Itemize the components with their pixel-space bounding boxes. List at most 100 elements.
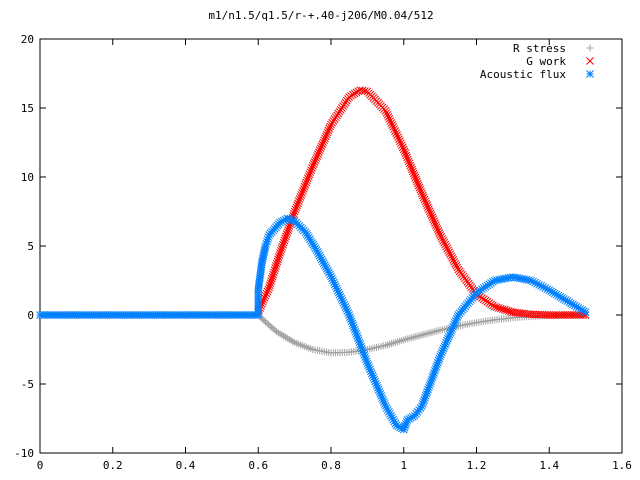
data-point xyxy=(269,270,278,279)
data-point xyxy=(301,180,310,189)
data-point xyxy=(283,228,292,237)
data-point xyxy=(281,234,290,243)
data-point xyxy=(405,159,414,168)
data-point xyxy=(274,253,283,262)
data-point xyxy=(294,197,303,206)
data-point xyxy=(284,224,293,232)
data-point xyxy=(260,293,269,302)
data-point xyxy=(439,236,448,245)
data-point xyxy=(282,232,290,241)
y-tick-label: 20 xyxy=(21,33,34,46)
data-point xyxy=(409,169,418,178)
data-point xyxy=(317,142,326,151)
data-point xyxy=(318,140,327,149)
data-point xyxy=(428,213,437,222)
data-point xyxy=(392,129,400,137)
data-point xyxy=(388,121,397,129)
data-point xyxy=(278,331,286,339)
data-point xyxy=(396,137,404,146)
data-point xyxy=(420,195,429,204)
data-point xyxy=(417,187,425,196)
data-point xyxy=(393,131,401,140)
data-point xyxy=(304,172,313,181)
data-point xyxy=(394,133,402,142)
x-tick-label: 0 xyxy=(37,459,44,472)
data-point xyxy=(401,149,410,158)
data-point xyxy=(283,334,291,342)
data-point xyxy=(432,223,441,231)
data-point xyxy=(277,244,286,253)
data-point xyxy=(418,191,427,200)
x-tick-label: 1.2 xyxy=(467,459,487,472)
data-point xyxy=(410,171,419,180)
data-point xyxy=(262,289,271,298)
x-axis: 0 0.2 0.4 0.6 0.8 1 1.2 1.4 1.6 xyxy=(37,39,632,472)
data-point xyxy=(264,285,273,294)
data-point xyxy=(291,205,300,214)
data-point xyxy=(382,108,391,117)
series-acoustic-flux xyxy=(36,214,590,434)
legend-marker xyxy=(586,44,594,52)
data-point xyxy=(285,335,293,343)
data-point xyxy=(310,158,319,166)
data-point xyxy=(436,231,444,239)
data-point xyxy=(311,156,320,164)
data-point xyxy=(303,174,312,183)
data-point xyxy=(390,125,399,133)
data-point xyxy=(282,333,290,341)
data-point xyxy=(418,189,426,198)
data-point xyxy=(411,173,420,182)
data-point xyxy=(300,182,309,191)
data-point xyxy=(287,336,295,344)
data-point xyxy=(312,154,321,162)
data-point xyxy=(302,178,311,187)
data-point xyxy=(421,197,430,206)
data-point xyxy=(581,308,590,317)
data-point xyxy=(305,170,314,179)
data-point xyxy=(280,332,288,340)
x-tick-label: 1 xyxy=(400,459,407,472)
x-tick-label: 0.4 xyxy=(176,459,196,472)
y-tick-label: 10 xyxy=(21,171,34,184)
data-point xyxy=(272,328,280,336)
data-point xyxy=(315,148,323,157)
data-point xyxy=(451,259,460,268)
data-point xyxy=(356,86,364,94)
data-point xyxy=(425,205,433,214)
data-point xyxy=(391,127,399,135)
x-tick-label: 1.6 xyxy=(612,459,632,472)
data-point xyxy=(442,242,451,251)
y-tick-label: -10 xyxy=(14,447,34,460)
y-tick-label: 0 xyxy=(27,309,34,322)
data-point xyxy=(289,337,297,345)
data-point xyxy=(408,165,416,174)
data-point xyxy=(272,261,280,270)
data-point xyxy=(444,246,453,255)
plot-frame xyxy=(39,38,623,454)
data-point xyxy=(427,211,436,220)
data-point xyxy=(263,287,272,296)
data-point xyxy=(322,130,331,139)
data-point xyxy=(303,176,311,185)
data-point xyxy=(384,113,393,121)
data-point xyxy=(425,207,434,216)
data-point xyxy=(297,191,306,199)
data-point xyxy=(325,124,334,133)
data-point xyxy=(293,201,301,210)
data-point xyxy=(319,138,328,147)
data-point xyxy=(298,189,306,197)
data-point xyxy=(443,244,452,253)
data-point xyxy=(452,261,461,270)
x-tick-label: 0.2 xyxy=(103,459,123,472)
data-point xyxy=(296,193,305,201)
data-point xyxy=(272,259,281,268)
legend-label: Acoustic flux xyxy=(480,68,566,81)
data-point xyxy=(437,233,445,241)
data-point xyxy=(426,209,435,218)
data-point xyxy=(268,272,277,281)
data-point xyxy=(284,226,292,234)
data-point xyxy=(406,161,415,170)
data-point xyxy=(290,207,299,216)
